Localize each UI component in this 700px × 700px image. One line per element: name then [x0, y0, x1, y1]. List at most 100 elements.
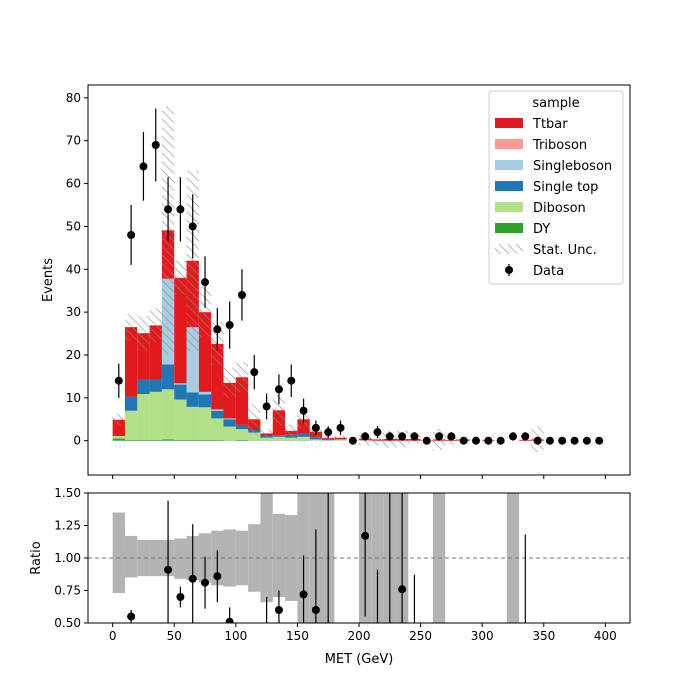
main-x-ticks [112, 475, 606, 479]
data-point [237, 291, 246, 299]
stat-unc-band [174, 260, 187, 295]
main-y-axis-label: Events [41, 258, 56, 302]
data-point [176, 205, 185, 214]
bar-singleboson [223, 418, 236, 420]
legend-swatch [495, 181, 523, 191]
y-tick-label: 1.50 [54, 486, 81, 500]
data-point [361, 432, 370, 441]
data-point [595, 436, 604, 445]
stat-unc-band [223, 367, 236, 398]
bar-dy [161, 439, 175, 441]
bar-diboson [235, 429, 249, 440]
bar-singleboson [198, 391, 212, 395]
ratio-point [176, 593, 185, 601]
ratio-point [225, 617, 234, 623]
bar-diboson [334, 439, 347, 441]
data-point [582, 436, 591, 445]
bar-single-top [137, 379, 150, 394]
stat-unc-band [112, 413, 125, 427]
ratio-point [201, 578, 210, 587]
bar-diboson [223, 426, 236, 441]
ratio-y-ticks: 0.50 0.75 1.00 1.25 1.50 [54, 486, 88, 630]
x-tick-label: 50 [167, 629, 182, 643]
data-point [373, 428, 382, 437]
data-point [213, 325, 222, 334]
stat-unc-band [124, 314, 138, 340]
y-tick-label: 0 [73, 434, 81, 448]
ratio-unc-bin [248, 524, 261, 592]
data-point [385, 432, 394, 441]
y-tick-label: 50 [66, 219, 81, 233]
bar-single-top [235, 424, 249, 430]
data-point [398, 432, 407, 441]
data-point [447, 432, 456, 441]
ratio-x-ticks: 0 50 100 150 200 250 300 350 400 [109, 623, 617, 643]
main-y-ticks: 0 10 20 30 40 50 60 70 80 [66, 91, 88, 448]
data-point [484, 436, 493, 445]
bar-dy [198, 439, 212, 441]
ratio-unc-bin [174, 538, 187, 579]
bar-dy [137, 439, 150, 441]
stat-unc-band [149, 308, 162, 343]
legend-label: Triboson [532, 138, 587, 153]
x-tick-label: 150 [286, 629, 309, 643]
bar-diboson [309, 439, 323, 441]
stat-unc-band [285, 424, 298, 438]
ratio-point [164, 565, 173, 574]
bar-diboson [112, 436, 125, 439]
bar-single-top [186, 392, 199, 407]
data-point [435, 432, 444, 441]
stat-unc-band [371, 433, 384, 446]
y-tick-label: 1.25 [54, 519, 81, 533]
data-point [422, 436, 431, 445]
y-tick-label: 1.00 [54, 551, 81, 565]
bar-diboson [124, 410, 138, 440]
data-point [201, 278, 210, 287]
legend-swatch [495, 244, 523, 254]
x-tick-label: 300 [471, 629, 494, 643]
bar-diboson [186, 406, 199, 440]
legend-entry-stat-unc: Stat. Unc. [495, 243, 597, 258]
ratio-point [127, 612, 136, 621]
bar-diboson [272, 436, 286, 441]
legend-label: Single top [533, 180, 598, 195]
data-point [114, 376, 123, 385]
bar-single-top [198, 394, 212, 408]
legend-entry-single-top: Single top [495, 180, 598, 195]
ratio-point [188, 574, 197, 583]
data-point [533, 436, 542, 445]
ratio-y-axis-label: Ratio [29, 541, 44, 574]
bar-singleboson [211, 409, 224, 411]
legend: sample Ttbar Triboson Singleboson Single top… [488, 90, 624, 285]
data-point [570, 436, 579, 445]
legend-entry-singleboson: Singleboson [495, 159, 612, 174]
data-point [127, 231, 136, 239]
bar-single-top [272, 435, 286, 437]
bar-single-top [161, 364, 175, 390]
ratio-unc-bin [260, 493, 273, 603]
data-points [114, 108, 604, 445]
ratio-unc-bin [506, 493, 520, 623]
data-point [287, 376, 296, 385]
ratio-unc-bin [272, 513, 286, 597]
y-tick-label: 0.50 [54, 616, 81, 630]
bar-diboson [149, 391, 162, 440]
data-point [459, 436, 468, 445]
data-point [336, 423, 345, 432]
legend-label: Singleboson [533, 159, 612, 174]
ratio-unc-bin [235, 530, 249, 586]
data-point [324, 428, 333, 437]
y-tick-label: 70 [66, 134, 81, 148]
data-point [188, 222, 197, 231]
ratio-point [299, 590, 308, 599]
ratio-point [311, 606, 320, 614]
stat-unc-band [198, 286, 212, 338]
legend-swatch [495, 160, 523, 170]
bar-dy [112, 438, 125, 441]
stat-unc-band [272, 395, 286, 426]
stat-unc-band [235, 362, 249, 393]
x-tick-label: 100 [224, 629, 247, 643]
y-tick-label: 0.75 [54, 584, 81, 598]
bar-diboson [260, 437, 273, 441]
